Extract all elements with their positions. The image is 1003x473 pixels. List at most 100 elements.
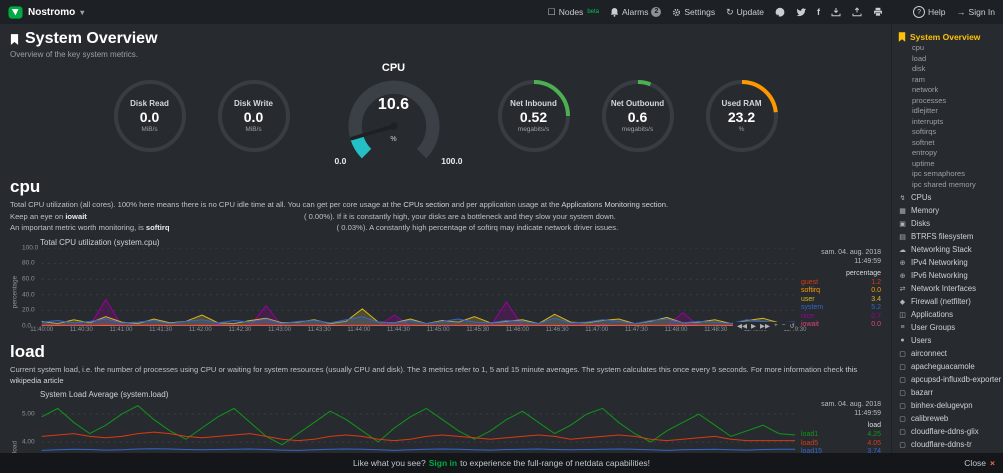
sidebar-subitem-entropy[interactable]: entropy: [912, 148, 938, 157]
legend-series-value: 3.74: [867, 448, 881, 456]
wikipedia-link[interactable]: this wikipedia article: [10, 364, 858, 385]
banner-close-button[interactable]: Close ×: [964, 458, 995, 468]
toolbox-button[interactable]: ↺: [789, 322, 795, 330]
shield-icon: ◆: [899, 298, 906, 306]
y-tick-label: 5.00: [22, 410, 35, 418]
sidebar-item-system-overview[interactable]: System Overview: [898, 32, 998, 42]
bell-icon: [610, 7, 619, 17]
cpu-description-1: Total CPU utilization (all cores). 100% …: [10, 200, 669, 209]
x-tick-label: 11:48:30: [704, 326, 728, 333]
sidebar-subitem-idlejitter[interactable]: idlejitter: [912, 106, 938, 115]
x-tick-label: 11:40:00: [30, 326, 54, 333]
y-tick-label: 80.0: [22, 259, 35, 267]
folder-icon: ▤: [899, 233, 906, 241]
sidebar-item-cloudflare-ddns-glix[interactable]: ▢ cloudflare-ddns-glix: [898, 427, 998, 436]
toolbox-button[interactable]: ◀◀: [736, 322, 747, 330]
chart-plot[interactable]: [20, 400, 795, 473]
help-icon: ?: [913, 6, 926, 18]
x-axis-row: 11:40:00 11:40:30 11:41:00 11:41:30 11:42:00…: [20, 321, 806, 336]
cpu-gauge-dial: [348, 80, 439, 159]
toolbox-button[interactable]: ▶: [750, 322, 756, 330]
sidebar-subitem-processes[interactable]: processes: [912, 95, 947, 105]
gauge-net-outbound[interactable]: Net Outbound 0.6 megabits/s: [599, 77, 677, 155]
sidebar-item-user-groups[interactable]: ≡ User Groups: [898, 323, 998, 332]
sidebar-item-memory[interactable]: ▦ Memory: [898, 206, 998, 215]
sidebar-subitem-softnet[interactable]: softnet: [912, 137, 935, 147]
legend-series-name: guest: [801, 278, 819, 286]
sidebar-item-network-interfaces[interactable]: ⇄ Network Interfaces: [898, 284, 998, 293]
github-button[interactable]: [775, 7, 785, 17]
sidebar-subitem-softirqs[interactable]: softirqs: [912, 127, 937, 136]
legend-row-user[interactable]: user 3.4: [801, 296, 881, 305]
sidebar-subitem-disk[interactable]: disk: [912, 64, 926, 73]
legend-row-load1[interactable]: load1 4.25: [801, 431, 881, 440]
sidebar-subitem-cpu[interactable]: cpu: [912, 43, 925, 52]
legend-series-name: iowait: [801, 321, 819, 329]
sidebar-item-users[interactable]: ● Users: [898, 336, 998, 345]
sidebar-subitem-uptime[interactable]: uptime: [912, 158, 935, 168]
sidebar-item-label: Disks: [911, 219, 931, 228]
sidebar-item-calibreweb[interactable]: ▢ calibreweb: [898, 414, 998, 423]
settings-button[interactable]: Settings: [672, 7, 715, 17]
load-chart: System Load Average (system.load)load3.0…: [10, 390, 882, 473]
legend-row-iowait[interactable]: iowait 0.0: [801, 321, 881, 330]
legend-row-system[interactable]: system 5.2: [801, 304, 881, 313]
sidebar-item-applications[interactable]: ◫ Applications: [898, 310, 998, 319]
sidebar-subitem-interrupts[interactable]: interrupts: [912, 116, 944, 126]
sidebar-item-disks[interactable]: ▣ Disks: [898, 219, 998, 228]
update-button[interactable]: ↻ Update: [726, 6, 765, 17]
import-snapshot-button[interactable]: [831, 7, 841, 17]
x-tick-label: 11:45:30: [466, 326, 490, 333]
nodes-button[interactable]: ☐ Nodes beta: [547, 6, 599, 17]
legend-unit-header: percentage: [845, 269, 881, 277]
legend-row-nice[interactable]: nice 0.7: [801, 313, 881, 322]
sidebar-item-binhex-delugevpn[interactable]: ▢ binhex-delugevpn: [898, 401, 998, 410]
gauge-disk-read[interactable]: Disk Read 0.0 MiB/s: [111, 77, 189, 155]
sidebar-subitem-load[interactable]: load: [912, 53, 927, 63]
legend-row-load5[interactable]: load5 4.05: [801, 440, 881, 449]
legend-row-guest[interactable]: guest 1.2: [801, 279, 881, 288]
sidebar-item-airconnect[interactable]: ▢ airconnect: [898, 349, 998, 358]
y-tick-label: 4.00: [22, 438, 35, 446]
gauge-cpu[interactable]: CPU 10.6 % 0.0 100.0: [319, 62, 469, 170]
toolbox-button[interactable]: +: [773, 321, 778, 329]
signin-banner: Like what you see? Sign in to experience…: [0, 453, 1003, 473]
sidebar-item-cpus[interactable]: ↯ CPUs: [898, 193, 998, 202]
toolbox-button[interactable]: ▶▶: [759, 322, 770, 330]
sidebar-item-bazarr[interactable]: ▢ bazarr: [898, 388, 998, 397]
sidebar-subitem-ipc-semaphores[interactable]: ipc semaphores: [912, 169, 965, 178]
x-tick-label: 11:44:30: [387, 326, 410, 333]
sidebar-item-label: IPv6 Networking: [911, 271, 968, 280]
sidebar-subitem-ram[interactable]: ram: [912, 74, 925, 84]
sidebar-item-btrfs-filesystem[interactable]: ▤ BTRFS filesystem: [898, 232, 998, 241]
sidebar-item-firewall-netfilter[interactable]: ◆ Firewall (netfilter): [898, 297, 998, 306]
gauge-net-inbound[interactable]: Net Inbound 0.52 megabits/s: [495, 77, 573, 155]
sidebar-item-label: Applications: [911, 310, 954, 319]
gauge-disk-write[interactable]: Disk Write 0.0 MiB/s: [215, 77, 293, 155]
footer-signin-link[interactable]: Sign in: [428, 458, 458, 468]
twitter-button[interactable]: [796, 7, 806, 17]
applications-section-link[interactable]: Applications Monitoring section: [561, 200, 666, 209]
toolbox-button[interactable]: −: [781, 321, 786, 329]
print-button[interactable]: [873, 7, 883, 17]
sidebar-subitem-network[interactable]: network: [912, 85, 939, 94]
x-tick-label: 11:41:30: [149, 326, 173, 333]
sidebar-item-ipv6-networking[interactable]: ⊕ IPv6 Networking: [898, 271, 998, 280]
sidebar-item-networking-stack[interactable]: ☁ Networking Stack: [898, 245, 998, 254]
node-selector[interactable]: Nostromo ▾: [8, 5, 84, 20]
cpus-section-link[interactable]: CPUs section: [403, 200, 450, 209]
sidebar-item-cloudflare-ddns-tr[interactable]: ▢ cloudflare-ddns-tr: [898, 440, 998, 449]
facebook-button[interactable]: f: [817, 7, 820, 17]
sidebar-item-apcupsd-influxdb-exporter[interactable]: ▢ apcupsd-influxdb-exporter: [898, 375, 1001, 384]
sidebar-item-apacheguacamole[interactable]: ▢ apacheguacamole: [898, 362, 998, 371]
sidebar-item-ipv4-networking[interactable]: ⊕ IPv4 Networking: [898, 258, 998, 267]
chart-plot[interactable]: [20, 248, 795, 326]
help-button[interactable]: ? Help: [913, 6, 946, 18]
sidebar-subitem-ipc-shared-memory[interactable]: ipc shared memory: [912, 179, 976, 189]
legend-row-load15[interactable]: load15 3.74: [801, 448, 881, 457]
export-snapshot-button[interactable]: [852, 7, 862, 17]
gauge-used-ram[interactable]: Used RAM 23.2 %: [703, 77, 781, 155]
legend-row-softirq[interactable]: softirq 0.0: [801, 287, 881, 296]
alarms-button[interactable]: Alarms 2: [610, 7, 662, 17]
signin-button[interactable]: → Sign In: [956, 6, 995, 17]
